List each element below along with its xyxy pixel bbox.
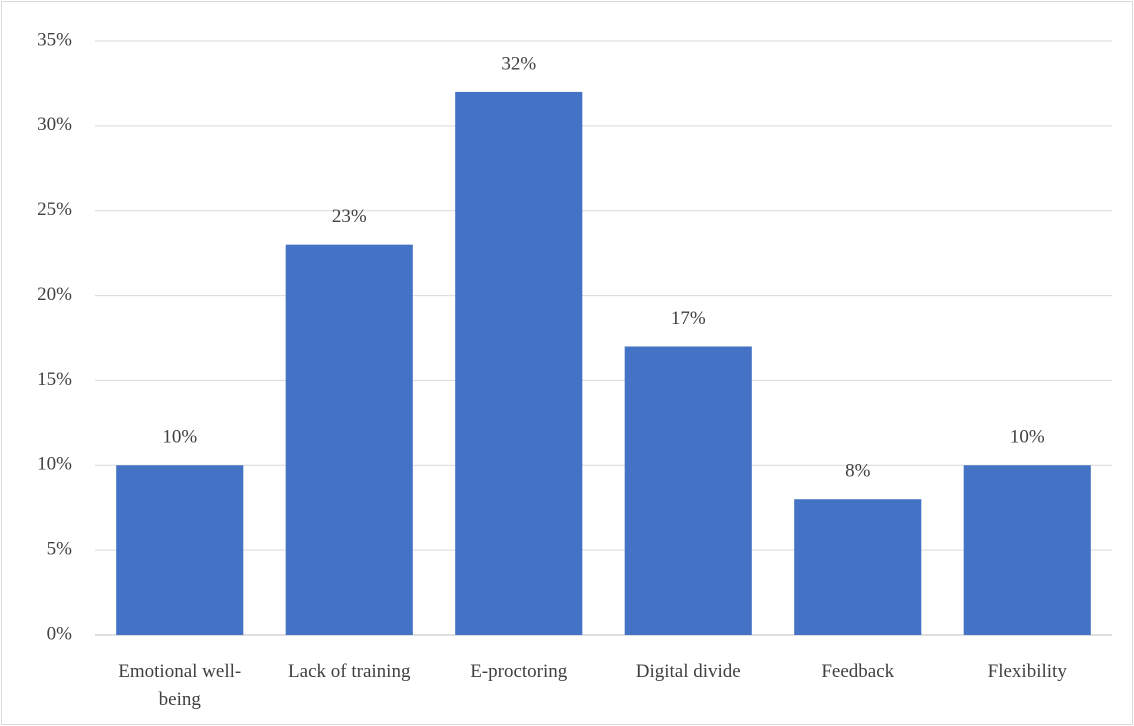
bar bbox=[963, 465, 1091, 635]
data-label: 32% bbox=[501, 53, 536, 74]
bar bbox=[624, 346, 752, 635]
x-tick-label: Feedback bbox=[821, 661, 895, 682]
bar bbox=[285, 244, 413, 635]
x-tick-label: Lack of training bbox=[288, 661, 411, 682]
bar bbox=[116, 465, 244, 635]
x-tick-label: E-proctoring bbox=[470, 661, 568, 682]
data-label: 10% bbox=[162, 427, 197, 448]
y-tick-label: 30% bbox=[37, 114, 72, 135]
x-tick-label: Digital divide bbox=[635, 661, 741, 682]
y-tick-label: 35% bbox=[37, 29, 72, 50]
bar bbox=[794, 499, 922, 635]
data-label: 10% bbox=[1010, 427, 1045, 448]
y-tick-label: 5% bbox=[47, 539, 73, 560]
data-label: 8% bbox=[845, 461, 871, 482]
y-tick-label: 20% bbox=[37, 284, 72, 305]
y-tick-label: 25% bbox=[37, 199, 72, 220]
bar bbox=[455, 91, 583, 635]
data-label: 23% bbox=[332, 206, 367, 227]
x-tick-label: Emotional well-being bbox=[118, 661, 242, 710]
data-label: 17% bbox=[671, 308, 706, 329]
y-tick-label: 0% bbox=[47, 623, 73, 644]
x-tick-label: Flexibility bbox=[987, 661, 1067, 682]
y-tick-label: 10% bbox=[37, 454, 72, 475]
y-tick-label: 15% bbox=[37, 369, 72, 390]
